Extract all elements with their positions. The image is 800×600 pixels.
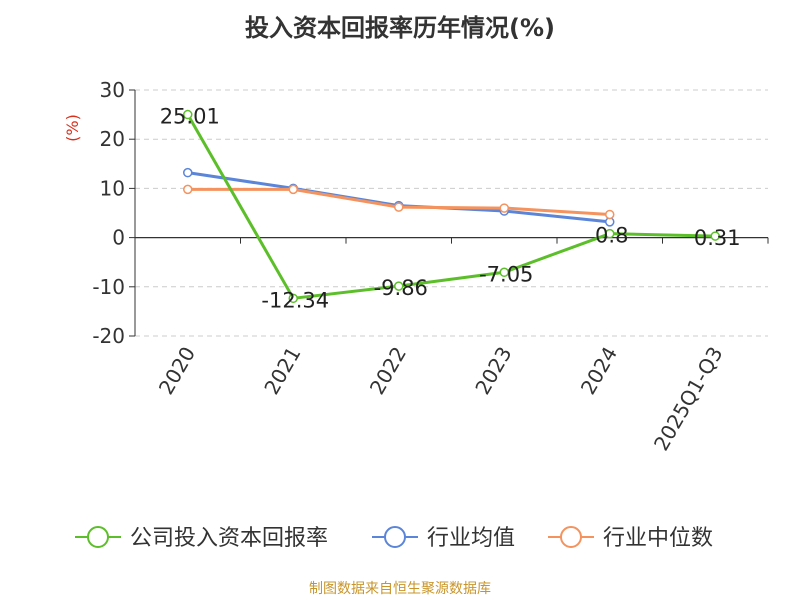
data-point (499, 203, 509, 213)
data-label: 0.31 (694, 226, 741, 250)
y-tick-label: 30 (100, 78, 125, 102)
data-point (183, 109, 193, 120)
legend-marker (87, 526, 109, 548)
data-point (605, 209, 615, 220)
axis-layer: 30 20 10 0 -10 -20 (%) 2020 2021 2022 2023 2024 2025… (63, 78, 769, 455)
x-tick-label: 2025Q1-Q3 (649, 343, 728, 455)
legend-marker (560, 526, 582, 548)
legend-label: 行业均值 (427, 526, 515, 551)
series-layer (183, 109, 720, 304)
data-point (499, 267, 509, 278)
data-point (710, 231, 720, 241)
data-point (394, 202, 404, 212)
data-label-layer: 25.01 -12.34 -9.86 -7.05 0.8 0.31 (160, 105, 741, 313)
legend-label: 公司投入资本回报率 (130, 526, 328, 551)
series-line (187, 171, 610, 224)
x-tick-label: 2020 (154, 343, 200, 399)
series-line (186, 113, 716, 300)
data-label: 25.01 (160, 105, 220, 129)
data-point (288, 184, 298, 195)
source-footer: 制图数据来自恒生聚源数据库 (309, 581, 491, 597)
data-point (183, 184, 193, 195)
y-tick-label: 0 (112, 226, 125, 250)
y-tick-label: -20 (92, 324, 125, 348)
data-label: 0.8 (595, 224, 628, 248)
data-label: -12.34 (261, 288, 329, 312)
legend-label: 行业中位数 (603, 526, 713, 551)
data-point (394, 281, 404, 291)
x-tick-label: 2024 (576, 343, 622, 399)
chart-title: 投入资本回报率历年情况(%) (245, 14, 555, 42)
y-tick-label: 20 (100, 127, 125, 151)
data-point (605, 228, 615, 239)
data-point (288, 293, 298, 304)
y-tick-label: -10 (92, 275, 125, 299)
legend-layer: 公司投入资本回报率 行业均值 行业中位数 (75, 526, 713, 551)
y-axis-label: (%) (63, 114, 82, 142)
data-label: -9.86 (374, 276, 428, 300)
x-tick-label: 2023 (470, 343, 516, 399)
x-tick-label: 2021 (259, 343, 305, 399)
data-point (183, 167, 193, 178)
data-label: -7.05 (479, 262, 533, 286)
grid-layer (135, 89, 768, 337)
x-tick-label: 2022 (365, 343, 411, 399)
y-tick-label: 10 (100, 176, 125, 200)
legend-marker (384, 526, 406, 548)
